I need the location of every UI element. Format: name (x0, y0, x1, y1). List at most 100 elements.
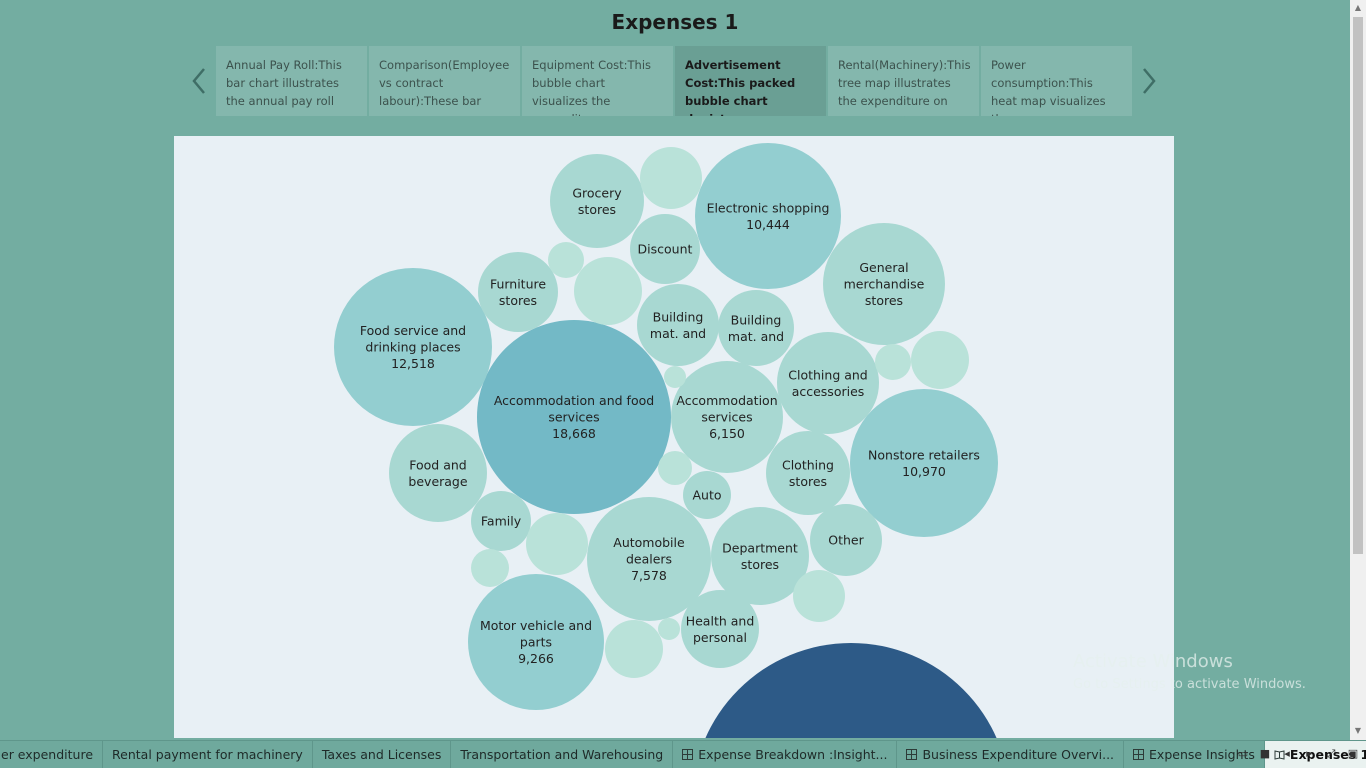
bubble-value: 9,266 (518, 651, 554, 666)
fit-window-icon[interactable]: ⤢ (1326, 747, 1336, 760)
bubble-label: stores (741, 557, 779, 572)
dashboard-icon (682, 749, 694, 760)
bubble-label: Furniture (490, 276, 546, 291)
presentation-mode-icon[interactable]: ▣ (1347, 747, 1359, 760)
sheet-tab-bar: er expenditure Rental payment for machin… (0, 740, 1366, 768)
tab-transportation-and-warehousing[interactable]: Transportation and Warehousing (451, 741, 674, 768)
bubble[interactable] (850, 389, 998, 537)
tab-expenses-1[interactable]: Expenses 1 (1264, 741, 1366, 768)
bubble[interactable] (766, 431, 850, 515)
story-point-equipment-cost[interactable]: Equipment Cost:This bubble chart visuali… (522, 46, 673, 116)
scroll-down-icon[interactable]: ▼ (1354, 726, 1362, 735)
show-sheet-tabs-icon[interactable]: ■ (1259, 747, 1271, 760)
bubble-label: Clothing and (788, 367, 868, 382)
tab-label: Rental payment for machinery (112, 747, 303, 762)
bubble-label: beverage (408, 474, 467, 489)
dashboard-icon (1133, 749, 1145, 760)
bubble-unlabeled[interactable] (911, 331, 969, 389)
bubble[interactable] (777, 332, 879, 434)
bubble-value: 6,150 (709, 426, 745, 441)
bubble-label: Discount (638, 242, 693, 257)
bubble-unlabeled[interactable] (471, 549, 509, 587)
bubble[interactable] (695, 143, 841, 289)
bubble[interactable] (478, 252, 558, 332)
packed-bubble-chart: Accommodation and food services 18,668 Food… (174, 136, 1174, 738)
bubble[interactable] (630, 214, 700, 284)
bubble-label: Food and (409, 457, 466, 472)
bubble[interactable] (810, 504, 882, 576)
bubble[interactable] (471, 491, 531, 551)
bubble[interactable] (550, 154, 644, 248)
bubble[interactable] (683, 471, 731, 519)
bubble-label: mat. and (728, 329, 784, 344)
bubble[interactable] (681, 590, 759, 668)
bubble-label: mat. and (650, 326, 706, 341)
story-icon (1274, 750, 1285, 760)
tab-label: Transportation and Warehousing (460, 747, 664, 762)
bubble-value: 18,668 (552, 426, 596, 441)
tab-business-expenditure-overview[interactable]: Business Expenditure Overvi... (897, 741, 1125, 768)
bubble-label: Auto (692, 488, 721, 503)
scroll-tabs-left-icon[interactable]: ◂ (1284, 747, 1290, 760)
tab-taxes-and-licenses[interactable]: Taxes and Licenses (313, 741, 452, 768)
bubble[interactable] (334, 268, 492, 426)
previous-story-point-icon[interactable] (189, 64, 209, 98)
bubble-unlabeled[interactable] (658, 451, 692, 485)
bubble-label: merchandise (844, 277, 925, 292)
bubble-label: Health and (686, 613, 755, 628)
bubble-unlabeled[interactable] (692, 643, 1010, 738)
bubble-unlabeled[interactable] (793, 570, 845, 622)
bubble[interactable] (823, 223, 945, 345)
tab-label: Expenses 1 (1289, 747, 1366, 762)
scrollbar-thumb[interactable] (1353, 17, 1363, 554)
bubble-label: Grocery (572, 185, 622, 200)
story-point-advertisement-cost[interactable]: Advertisement Cost:This packed bubble ch… (675, 46, 826, 116)
story-title: Expenses 1 (611, 10, 739, 34)
bubble-label: General (859, 260, 908, 275)
bubble-chart-canvas: Accommodation and foodservices18,668Food… (334, 143, 1010, 738)
bubble[interactable] (711, 507, 809, 605)
bubble-label: drinking places (365, 340, 460, 355)
story-point-annual-pay-roll[interactable]: Annual Pay Roll:This bar chart illustrat… (216, 46, 367, 116)
bubble-unlabeled[interactable] (640, 147, 702, 209)
bubble-unlabeled[interactable] (548, 242, 584, 278)
bubble-unlabeled[interactable] (605, 620, 663, 678)
scroll-up-icon[interactable]: ▲ (1354, 3, 1362, 12)
bubble[interactable] (389, 424, 487, 522)
tab-rental-payment-for-machinery[interactable]: Rental payment for machinery (103, 741, 313, 768)
bubble-unlabeled[interactable] (658, 618, 680, 640)
bubble-label: stores (789, 474, 827, 489)
bubble-value: 10,970 (902, 464, 946, 479)
bubble-unlabeled[interactable] (574, 257, 642, 325)
bubble-unlabeled[interactable] (526, 513, 588, 575)
story-point-power-consumption[interactable]: Power consumption:This heat map visualiz… (981, 46, 1132, 116)
bubble-label: stores (499, 293, 537, 308)
bubble[interactable] (718, 290, 794, 366)
bubble-value: 10,444 (746, 217, 790, 232)
bubble-label: Accommodation (676, 393, 777, 408)
tab-expense-insights[interactable]: Expense Insights (1124, 741, 1265, 768)
bubble-label: Other (828, 533, 864, 548)
bubble-unlabeled[interactable] (875, 344, 911, 380)
show-filmstrip-icon[interactable]: ▭ (1237, 747, 1249, 760)
bubble-label: Food service and (360, 323, 466, 338)
bubble-label: Automobile (613, 535, 685, 550)
vertical-scrollbar[interactable]: ▲ ▼ (1350, 0, 1366, 740)
bubble[interactable] (671, 361, 783, 473)
story-point-rental-machinery[interactable]: Rental(Machinery):This tree map illustra… (828, 46, 979, 116)
bubble[interactable] (637, 284, 719, 366)
next-story-point-icon[interactable] (1139, 64, 1159, 98)
tab-label: er expenditure (1, 747, 94, 762)
bubble[interactable] (468, 574, 604, 710)
bubble[interactable] (587, 497, 711, 621)
bubble-unlabeled[interactable] (664, 366, 686, 388)
activate-windows-watermark: Activate Windows Go to Settings to activ… (1073, 651, 1306, 692)
scroll-tabs-right-icon[interactable]: ▸ (1306, 747, 1312, 760)
story-point-comparison[interactable]: Comparison(Employee vs contract labour):… (369, 46, 520, 116)
story-points-navigator: Annual Pay Roll:This bar chart illustrat… (216, 46, 1132, 116)
tab-power-expenditure[interactable]: er expenditure (0, 741, 104, 768)
tab-expense-breakdown[interactable]: Expense Breakdown :Insight... (673, 741, 898, 768)
bubble-label: dealers (626, 552, 672, 567)
bubble[interactable] (477, 320, 671, 514)
tab-label: Taxes and Licenses (321, 747, 442, 762)
